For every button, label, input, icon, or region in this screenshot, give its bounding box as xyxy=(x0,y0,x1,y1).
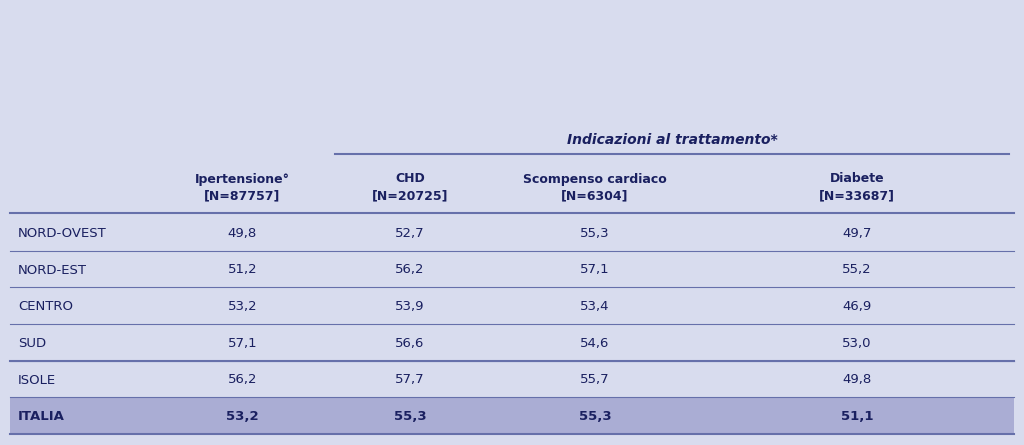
Text: 53,2: 53,2 xyxy=(226,410,259,423)
Text: 55,7: 55,7 xyxy=(581,373,610,387)
Text: Ipertensione°
[N=87757]: Ipertensione° [N=87757] xyxy=(195,173,290,202)
Text: CENTRO: CENTRO xyxy=(18,300,73,313)
Text: 56,2: 56,2 xyxy=(227,373,257,387)
Text: ISOLE: ISOLE xyxy=(18,373,56,387)
Text: 55,3: 55,3 xyxy=(581,227,610,240)
Text: 46,9: 46,9 xyxy=(843,300,871,313)
Text: 57,1: 57,1 xyxy=(227,337,257,350)
Text: SUD: SUD xyxy=(18,337,46,350)
Text: CHD
[N=20725]: CHD [N=20725] xyxy=(372,173,449,202)
Text: 55,3: 55,3 xyxy=(393,410,426,423)
Text: Scompenso cardiaco
[N=6304]: Scompenso cardiaco [N=6304] xyxy=(523,173,667,202)
Text: 57,1: 57,1 xyxy=(581,263,610,276)
Text: 49,7: 49,7 xyxy=(843,227,871,240)
Text: 49,8: 49,8 xyxy=(843,373,871,387)
Text: NORD-EST: NORD-EST xyxy=(18,263,87,276)
Bar xyxy=(10,398,1014,435)
Text: NORD-OVEST: NORD-OVEST xyxy=(18,227,106,240)
Text: 57,7: 57,7 xyxy=(395,373,425,387)
Text: 54,6: 54,6 xyxy=(581,337,609,350)
Text: 53,4: 53,4 xyxy=(581,300,609,313)
Text: 49,8: 49,8 xyxy=(228,227,257,240)
Text: 56,2: 56,2 xyxy=(395,263,425,276)
Text: 55,3: 55,3 xyxy=(579,410,611,423)
Text: 53,0: 53,0 xyxy=(843,337,871,350)
Text: 53,2: 53,2 xyxy=(227,300,257,313)
Text: 51,2: 51,2 xyxy=(227,263,257,276)
Text: 52,7: 52,7 xyxy=(395,227,425,240)
Text: Diabete
[N=33687]: Diabete [N=33687] xyxy=(819,173,895,202)
Text: 56,6: 56,6 xyxy=(395,337,425,350)
Text: 53,9: 53,9 xyxy=(395,300,425,313)
Text: 55,2: 55,2 xyxy=(842,263,871,276)
Text: Indicazioni al trattamento*: Indicazioni al trattamento* xyxy=(566,133,777,146)
Text: 51,1: 51,1 xyxy=(841,410,873,423)
Text: ITALIA: ITALIA xyxy=(18,410,65,423)
